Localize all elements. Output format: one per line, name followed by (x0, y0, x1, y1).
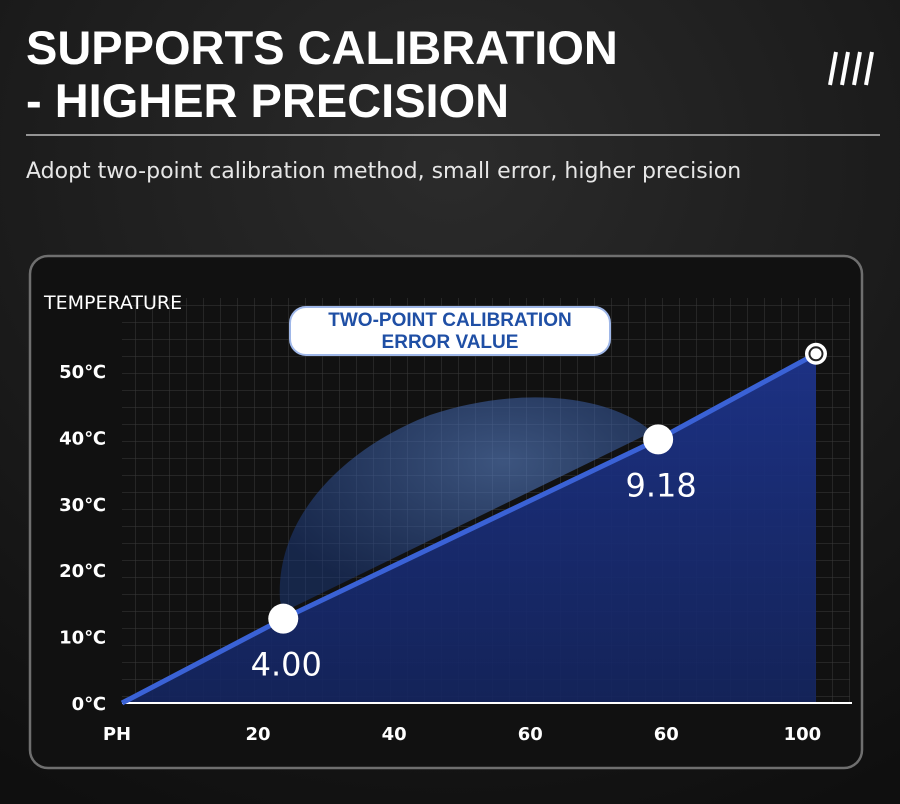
y-tick-label: 30℃ (59, 495, 106, 516)
x-tick-label: 100 (784, 724, 822, 745)
end-point-ring (808, 346, 824, 362)
y-tick-label: 0℃ (72, 694, 106, 715)
line (120, 351, 818, 706)
annotation: 9.18 (626, 466, 697, 504)
annotation: 4.00 (251, 646, 322, 684)
x-axis-label: PH (103, 724, 131, 745)
y-tick-label: 50℃ (59, 362, 106, 383)
chart-title: TWO-POINT CALIBRATION (328, 310, 571, 331)
chart-title: ERROR VALUE (382, 332, 519, 353)
subtitle: Adopt two-point calibration method, smal… (26, 159, 741, 184)
calibration-point (268, 603, 299, 634)
error-region (279, 397, 652, 612)
x-tick-label: 20 (246, 724, 271, 745)
x-tick-label: 40 (382, 724, 407, 745)
y-axis-label: TEMPERATURE (43, 292, 182, 314)
y-tick-label: 40℃ (59, 428, 106, 449)
x-tick-label: 60 (654, 724, 679, 745)
header-title: SUPPORTS CALIBRATION (26, 21, 618, 74)
x-tick-label: 60 (518, 724, 543, 745)
decoration (828, 51, 874, 86)
y-tick-label: 10℃ (59, 628, 106, 649)
header-title: - HIGHER PRECISION (26, 74, 509, 127)
badge (289, 306, 611, 356)
y-tick-label: 20℃ (59, 561, 106, 582)
calibration-point (643, 424, 674, 455)
marks: 4.00 9.18 (120, 342, 827, 706)
end-point (804, 342, 827, 365)
